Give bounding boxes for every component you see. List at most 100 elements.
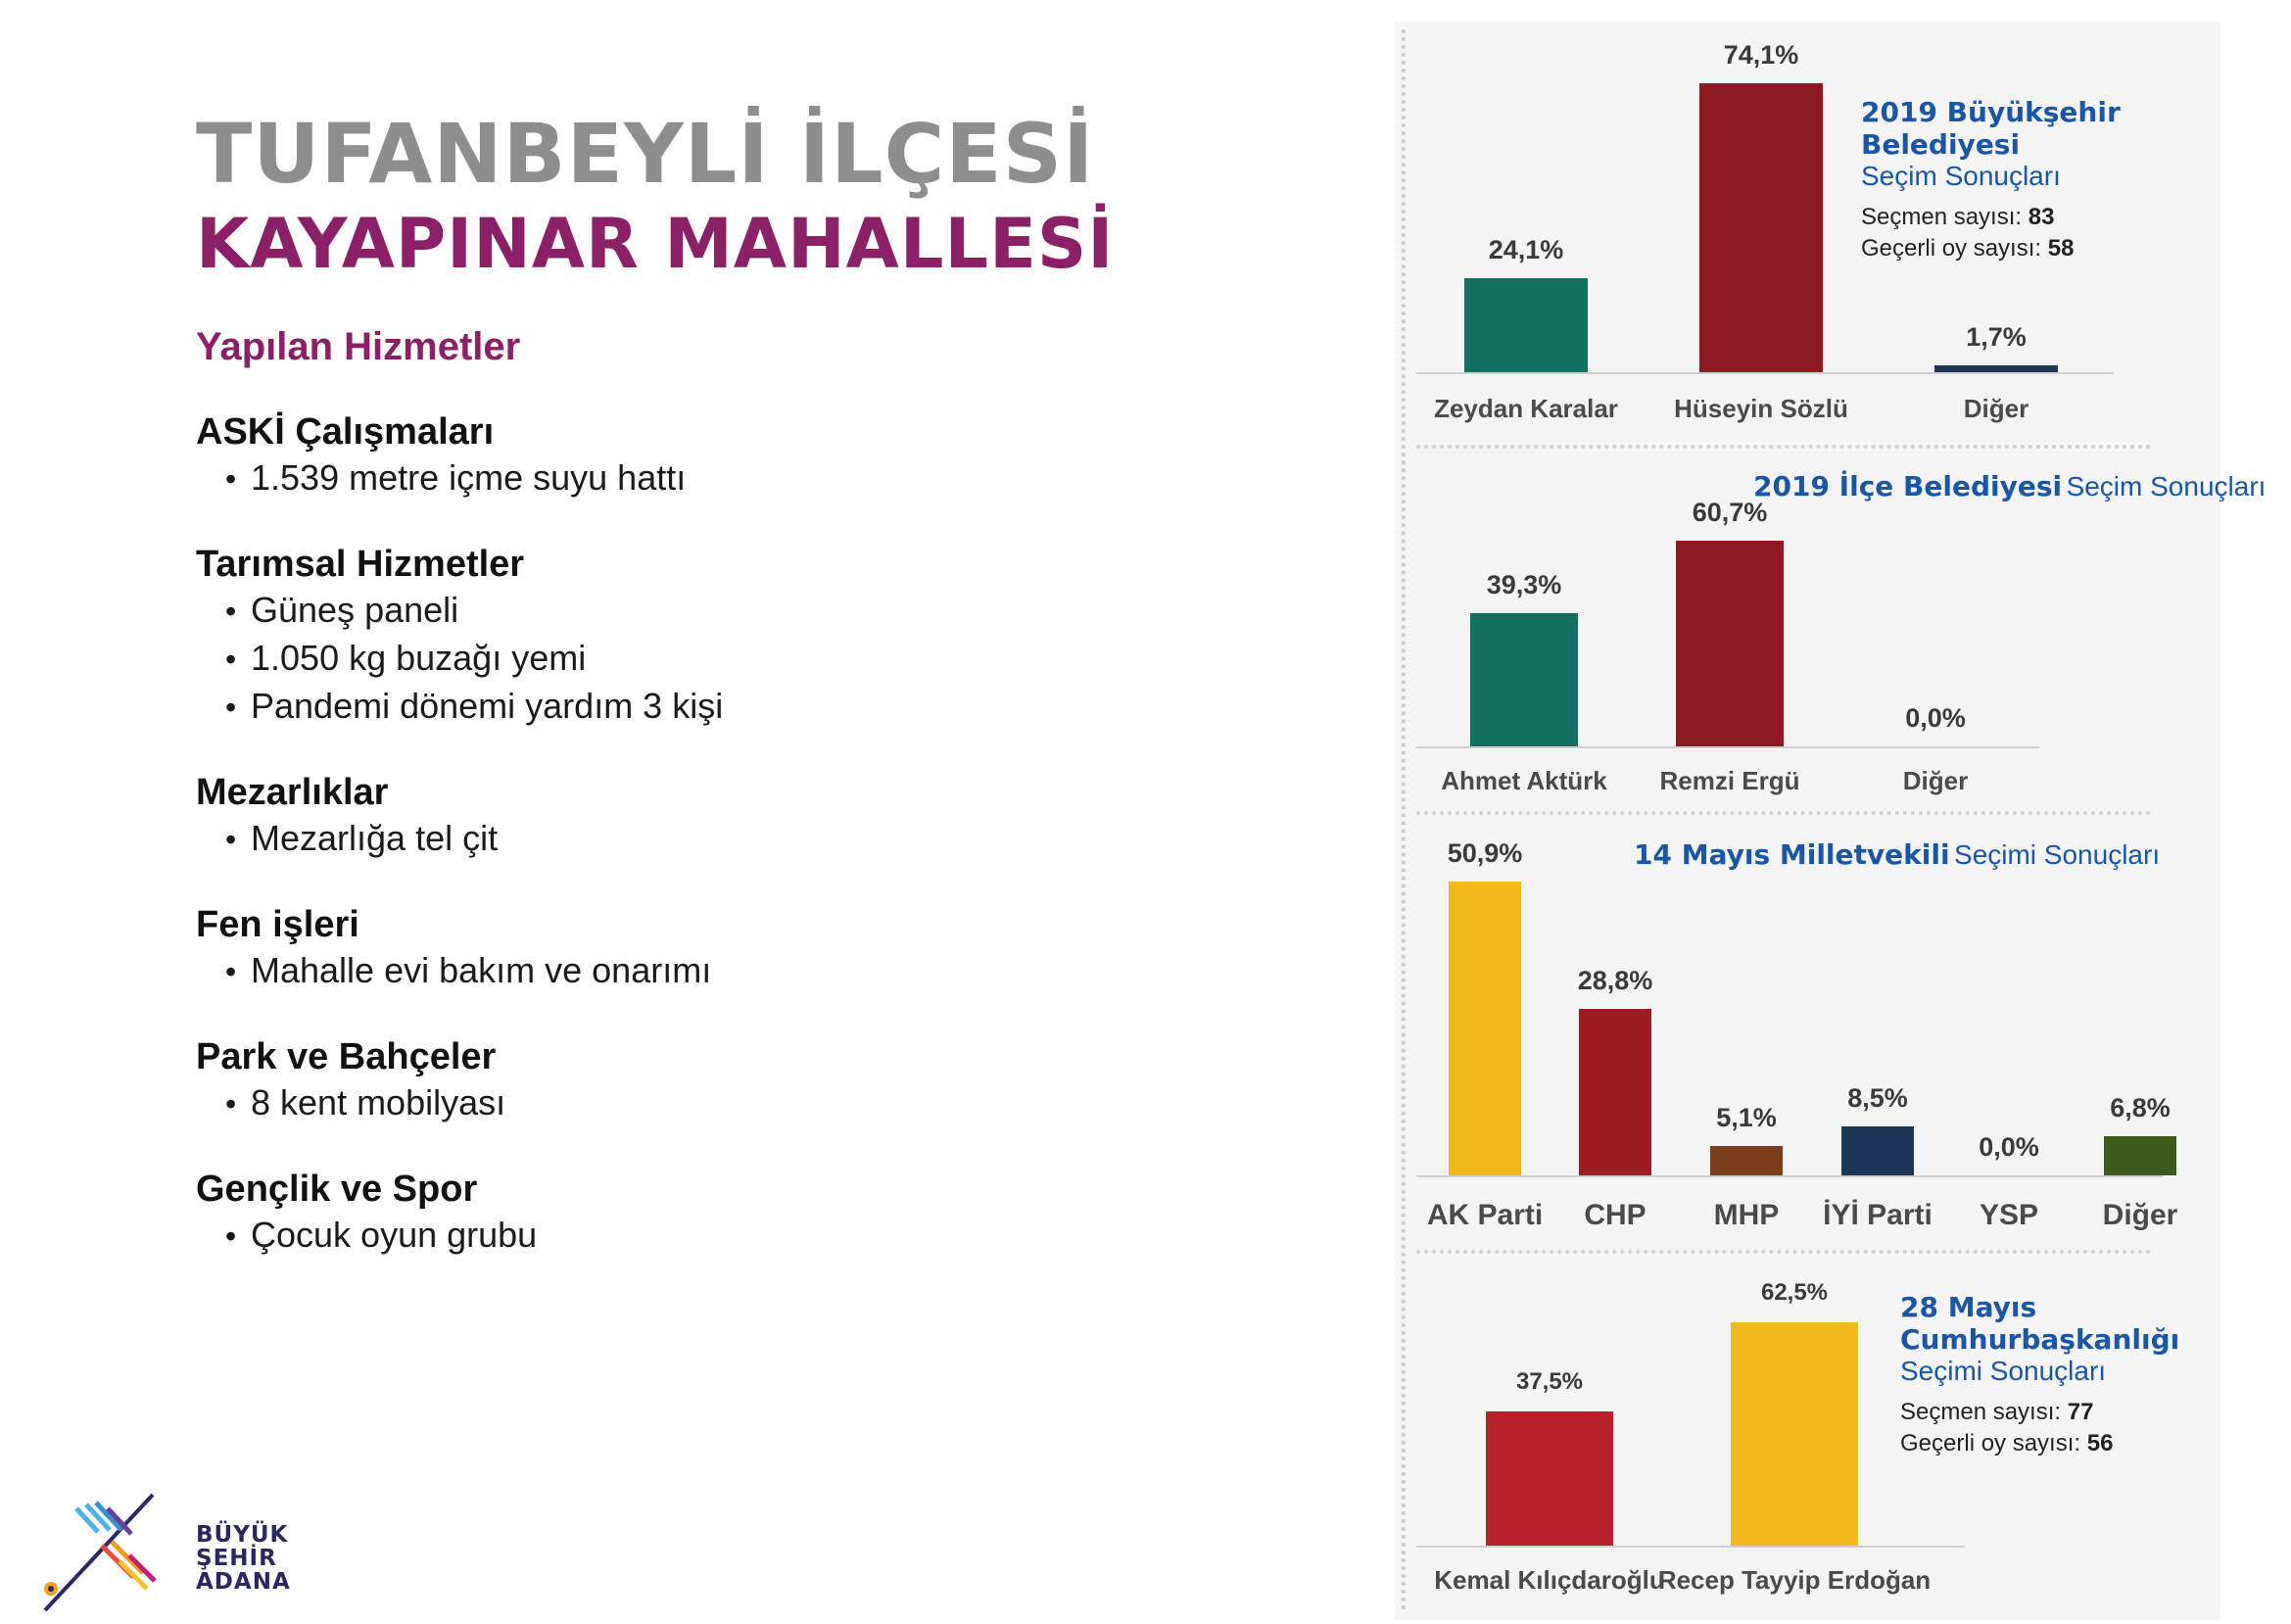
logo-text-line3: ADANA	[196, 1569, 291, 1595]
chart-1-bar	[1699, 83, 1823, 372]
service-item: • Pandemi dönemi yardım 3 kişi	[196, 683, 1273, 731]
chart-2-legend: 2019 İlçe Belediyesi Seçim Sonuçları	[1753, 470, 2266, 502]
chart-3-category-label: CHP	[1584, 1199, 1647, 1231]
chart-2-bar	[1676, 541, 1784, 746]
service-category-title: Tarımsal Hizmetler	[196, 544, 525, 585]
chart-3-bar	[1841, 1126, 1914, 1175]
chart-4-subtitle: Seçimi Sonuçları	[1900, 1356, 2107, 1386]
bullet-icon: •	[225, 954, 237, 989]
chart-3-bar	[1579, 1009, 1651, 1175]
chart-3-category-label: Diğer	[2102, 1199, 2178, 1231]
service-item: • Çocuk oyun grubu	[196, 1212, 1273, 1260]
chart-2-value-label: 60,7%	[1692, 498, 1768, 527]
chart-1-bar	[1464, 278, 1588, 372]
service-item-text: Güneş paneli	[251, 590, 459, 630]
chart-2-value-label: 39,3%	[1486, 570, 1562, 599]
chart-separator	[1416, 445, 2151, 449]
chart-3-category-label: MHP	[1713, 1199, 1780, 1231]
chart-1-value-label: 24,1%	[1488, 235, 1564, 264]
service-category-title: Mezarlıklar	[196, 772, 389, 813]
chart-1-valid-votes: Geçerli oy sayısı: 58	[1861, 235, 2214, 263]
chart-3-category-label: İYİ Parti	[1823, 1199, 1933, 1231]
services-heading: Yapılan Hizmetler	[196, 325, 521, 368]
chart-4-category-label: Kemal Kılıçdaroğlu	[1434, 1565, 1665, 1595]
chart-3-subtitle: Seçimi Sonuçları	[1954, 839, 2161, 870]
chart-1-baseline	[1416, 372, 2114, 374]
service-item-text: 1.050 kg buzağı yemi	[251, 638, 587, 678]
chart-4-legend: 28 Mayıs Cumhurbaşkanlığı Seçimi Sonuçla…	[1900, 1291, 2194, 1457]
chart-separator	[1416, 1250, 2151, 1254]
chart-2-baseline	[1416, 746, 2039, 748]
logo-mark-icon	[43, 1493, 157, 1612]
chart-3-baseline	[1416, 1175, 2163, 1177]
logo-text-line2: ŞEHİR	[196, 1546, 277, 1571]
chart-3-value-label: 0,0%	[1979, 1132, 2039, 1162]
buyuksehir-adana-logo: BÜYÜK ŞEHİR ADANA	[37, 1487, 290, 1619]
chart-4-title-2: Cumhurbaşkanlığı	[1900, 1323, 2180, 1356]
chart-4-voters: Seçmen sayısı: 77	[1900, 1399, 2194, 1426]
chart-1-title: 2019 Büyükşehir Belediyesi	[1861, 96, 2121, 161]
bullet-icon: •	[225, 1218, 237, 1254]
chart-2-bar	[1470, 613, 1578, 746]
chart-3-value-label: 6,8%	[2110, 1093, 2171, 1122]
chart-3-value-label: 5,1%	[1716, 1103, 1777, 1132]
bullet-icon: •	[225, 690, 237, 725]
bullet-icon: •	[225, 1086, 237, 1122]
chart-1-value-label: 74,1%	[1723, 40, 1799, 70]
service-item: • 1.539 metre içme suyu hattı	[196, 454, 1273, 502]
chart-3-category-label: YSP	[1979, 1199, 2039, 1231]
chart-2-category-label: Diğer	[1902, 766, 1969, 795]
left-panel: TUFANBEYLİ İLÇESİ KAYAPINAR MAHALLESİ Ya…	[37, 106, 1273, 1619]
chart-2-subtitle: Seçim Sonuçları	[2066, 471, 2267, 502]
service-category: Park ve Bahçeler • 8 kent mobilyası	[196, 1034, 1273, 1127]
chart-1-bar	[1934, 365, 2058, 372]
neighborhood-title: KAYAPINAR MAHALLESİ	[196, 204, 1115, 284]
service-category-title: Fen işleri	[196, 904, 359, 945]
valid-votes-value: 58	[2047, 235, 2075, 262]
voters-value: 83	[2028, 204, 2055, 230]
service-item: • Güneş paneli	[196, 587, 1273, 635]
bullet-icon: •	[225, 461, 237, 497]
chart-3-value-label: 8,5%	[1847, 1083, 1908, 1113]
service-category: Tarımsal Hizmetler • Güneş paneli • 1.050 kg…	[196, 542, 1273, 731]
chart-3-bar	[1449, 882, 1521, 1175]
service-item-text: Pandemi dönemi yardım 3 kişi	[251, 686, 724, 726]
chart-3-title: 14 Mayıs Milletvekili	[1634, 838, 1950, 871]
service-item: • Mezarlığa tel çit	[196, 815, 1273, 863]
chart-3-value-label: 50,9%	[1447, 838, 1523, 868]
chart-3-category-label: AK Parti	[1426, 1199, 1544, 1231]
bullet-icon: •	[225, 642, 237, 677]
valid-votes-label: Geçerli oy sayısı:	[1900, 1430, 2081, 1457]
service-item: • Mahalle evi bakım ve onarımı	[196, 947, 1273, 995]
chart-2-category-label: Remzi Ergü	[1659, 766, 1800, 795]
bullet-icon: •	[225, 594, 237, 629]
chart-1-category-label: Diğer	[1963, 394, 2029, 423]
chart-2-category-label: Ahmet Aktürk	[1441, 766, 1607, 795]
chart-1-voters: Seçmen sayısı: 83	[1861, 204, 2214, 231]
valid-votes-label: Geçerli oy sayısı:	[1861, 235, 2042, 262]
service-category-title: Gençlik ve Spor	[196, 1169, 478, 1210]
service-item-text: Mahalle evi bakım ve onarımı	[251, 950, 712, 990]
chart-1-legend: 2019 Büyükşehir Belediyesi Seçim Sonuçla…	[1861, 96, 2214, 263]
chart-4-category-label: Recep Tayyip Erdoğan	[1657, 1565, 1932, 1595]
chart-4-title-1: 28 Mayıs	[1900, 1291, 2037, 1323]
service-item-text: 8 kent mobilyası	[251, 1082, 506, 1122]
valid-votes-value: 56	[2086, 1430, 2114, 1457]
chart-3-bar	[2104, 1136, 2176, 1175]
chart-2-title: 2019 İlçe Belediyesi	[1753, 470, 2063, 502]
service-category: Fen işleri • Mahalle evi bakım ve onarımı	[196, 902, 1273, 995]
chart-separator	[1416, 811, 2151, 815]
chart-3-legend: 14 Mayıs Milletvekili Seçimi Sonuçları	[1634, 838, 2160, 871]
chart-1-category-label: Hüseyin Sözlü	[1674, 394, 1848, 423]
chart-3-value-label: 28,8%	[1577, 966, 1653, 995]
chart-4-value-label: 62,5%	[1760, 1279, 1829, 1306]
chart-4-bar	[1731, 1322, 1858, 1546]
chart-1-subtitle: Seçim Sonuçları	[1861, 161, 2061, 191]
bullet-icon: •	[225, 822, 237, 857]
chart-4-valid-votes: Geçerli oy sayısı: 56	[1900, 1430, 2194, 1457]
district-title: TUFANBEYLİ İLÇESİ	[196, 106, 1095, 202]
chart-1-value-label: 1,7%	[1966, 322, 2027, 352]
chart-1-category-label: Zeydan Karalar	[1434, 394, 1618, 423]
voters-value: 77	[2067, 1399, 2094, 1425]
service-item-text: Çocuk oyun grubu	[251, 1215, 538, 1255]
